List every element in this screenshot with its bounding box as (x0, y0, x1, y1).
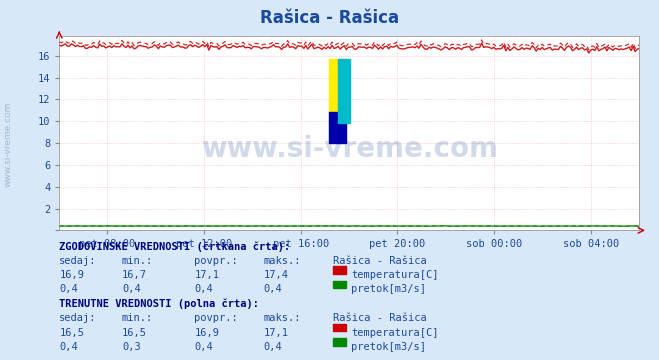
Text: maks.:: maks.: (264, 256, 301, 266)
Text: temperatura[C]: temperatura[C] (351, 328, 439, 338)
Text: ZGODOVINSKE VREDNOSTI (črtkana črta):: ZGODOVINSKE VREDNOSTI (črtkana črta): (59, 241, 291, 252)
Bar (329, 112, 347, 143)
Text: maks.:: maks.: (264, 313, 301, 323)
Text: sedaj:: sedaj: (59, 256, 97, 266)
Text: 0,3: 0,3 (122, 342, 140, 352)
Text: min.:: min.: (122, 313, 153, 323)
Text: 0,4: 0,4 (122, 284, 140, 294)
Text: Rašica - Rašica: Rašica - Rašica (260, 9, 399, 27)
Text: 17,1: 17,1 (194, 270, 219, 280)
Text: 16,7: 16,7 (122, 270, 147, 280)
Text: 16,5: 16,5 (59, 328, 84, 338)
Text: 0,4: 0,4 (59, 284, 78, 294)
Text: 0,4: 0,4 (59, 342, 78, 352)
Bar (337, 59, 350, 123)
Text: www.si-vreme.com: www.si-vreme.com (4, 101, 13, 187)
Text: min.:: min.: (122, 256, 153, 266)
Text: 17,1: 17,1 (264, 328, 289, 338)
Text: pretok[m3/s]: pretok[m3/s] (351, 342, 426, 352)
Text: Rašica - Rašica: Rašica - Rašica (333, 256, 426, 266)
Text: 17,4: 17,4 (264, 270, 289, 280)
Text: Rašica - Rašica: Rašica - Rašica (333, 313, 426, 323)
Text: 16,9: 16,9 (59, 270, 84, 280)
Text: 16,9: 16,9 (194, 328, 219, 338)
Text: povpr.:: povpr.: (194, 256, 238, 266)
Text: 0,4: 0,4 (194, 342, 213, 352)
Text: pretok[m3/s]: pretok[m3/s] (351, 284, 426, 294)
Text: www.si-vreme.com: www.si-vreme.com (201, 135, 498, 163)
Text: temperatura[C]: temperatura[C] (351, 270, 439, 280)
Text: 16,5: 16,5 (122, 328, 147, 338)
Text: sedaj:: sedaj: (59, 313, 97, 323)
Text: 0,4: 0,4 (194, 284, 213, 294)
Text: 0,4: 0,4 (264, 284, 282, 294)
Text: TRENUTNE VREDNOSTI (polna črta):: TRENUTNE VREDNOSTI (polna črta): (59, 299, 259, 309)
Bar (329, 59, 347, 114)
Text: povpr.:: povpr.: (194, 313, 238, 323)
Text: 0,4: 0,4 (264, 342, 282, 352)
